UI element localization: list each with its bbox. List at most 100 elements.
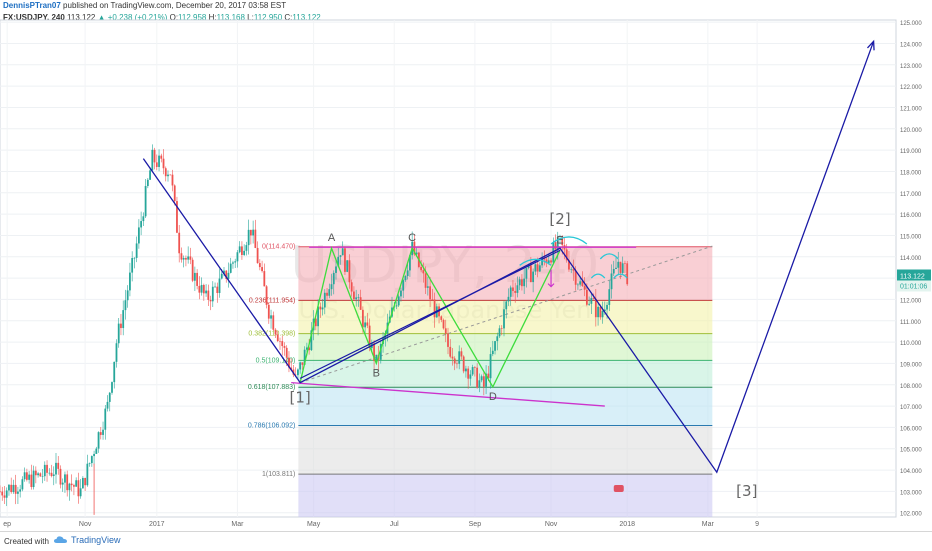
candle-body	[561, 235, 564, 246]
y-tick-label: 102.000	[900, 512, 922, 518]
high-label: H:	[208, 13, 217, 22]
candle-body	[272, 315, 275, 330]
candle-body	[534, 264, 537, 272]
candle-body	[84, 477, 87, 486]
price-chart[interactable]: 102.000 103.000 104.000 105.000 106.000 107.0…	[0, 0, 932, 531]
candle-body	[350, 282, 353, 292]
fib-level-label: 1(103.811)	[262, 471, 295, 478]
x-tick-label: May	[307, 521, 321, 528]
candle-body	[99, 432, 102, 435]
candle-body	[146, 179, 149, 187]
x-tick-label: Nov	[79, 521, 92, 528]
candle-body	[41, 476, 44, 477]
candle-body	[288, 357, 290, 368]
close-value: 113.122	[292, 13, 321, 22]
candle-body	[395, 305, 398, 307]
candle-body	[117, 323, 120, 344]
chart-header: DennisPTran07 published on TradingView.c…	[3, 0, 321, 24]
fib-level-label: 0(114.470)	[262, 244, 295, 251]
wave-label: [2]	[549, 210, 570, 228]
candle-body	[164, 168, 167, 177]
candle-body	[70, 483, 73, 486]
candle-body	[200, 284, 203, 293]
abcde-label: A	[328, 232, 336, 244]
candle-body	[323, 292, 326, 308]
candle-body	[198, 285, 201, 293]
candle-body	[359, 297, 362, 310]
candle-body	[10, 484, 13, 493]
candle-body	[505, 301, 508, 310]
candle-body	[144, 186, 147, 217]
fib-level-label: 0.5(109.140)	[256, 357, 296, 364]
candle-body	[55, 462, 57, 475]
candle-body	[218, 278, 221, 293]
low-label: L:	[247, 13, 254, 22]
candle-body	[469, 374, 472, 379]
candle-body	[606, 304, 608, 310]
fib-zone	[298, 246, 713, 301]
candle-body	[355, 297, 358, 300]
candle-body	[357, 297, 360, 298]
candle-body	[267, 304, 270, 319]
y-tick-label: 114.000	[900, 256, 922, 262]
candle-body	[23, 472, 26, 480]
y-tick-label: 110.000	[900, 341, 922, 347]
y-tick-label: 105.000	[900, 448, 922, 454]
candle-body	[424, 273, 427, 288]
candle-body	[529, 265, 532, 283]
y-tick-label: 115.000	[900, 234, 922, 240]
pattern-arc	[519, 258, 552, 266]
x-tick-label: ep	[3, 521, 11, 528]
candle-body	[238, 246, 241, 253]
candle-body	[151, 149, 154, 171]
candle-body	[536, 264, 539, 272]
candle-body	[406, 270, 409, 277]
candle-body	[5, 490, 8, 498]
candle-body	[191, 259, 194, 281]
candle-body	[61, 482, 64, 485]
candle-body	[149, 170, 151, 180]
candle-body	[368, 325, 371, 349]
candle-body	[211, 286, 214, 302]
tradingview-logo[interactable]: TradingView	[54, 535, 121, 545]
candle-body	[314, 318, 317, 327]
candle-body	[254, 229, 257, 248]
candle-body	[283, 346, 286, 348]
countdown-label: 01:01:06	[900, 283, 927, 290]
candle-body	[120, 323, 122, 329]
candle-body	[319, 306, 322, 310]
author-link[interactable]: DennisPTran07	[3, 1, 61, 10]
abcde-label: D	[489, 391, 497, 403]
wave-label: [1]	[290, 389, 311, 407]
candle-body	[261, 267, 263, 272]
candle-body	[585, 289, 588, 305]
x-tick-label: 2018	[619, 521, 635, 528]
candle-body	[462, 356, 465, 372]
candle-body	[577, 284, 579, 286]
candle-body	[142, 216, 145, 222]
y-tick-label: 118.000	[900, 170, 922, 176]
candle-body	[0, 491, 1, 493]
candle-body	[129, 272, 131, 291]
candle-body	[220, 273, 223, 279]
candle-body	[308, 347, 311, 351]
candle-body	[456, 363, 458, 365]
candle-body	[348, 260, 351, 283]
candle-body	[115, 343, 118, 362]
candle-body	[409, 255, 411, 271]
candle-body	[81, 477, 84, 489]
candle-body	[104, 408, 107, 430]
y-tick-label: 117.000	[900, 192, 922, 198]
candle-body	[341, 248, 344, 256]
candle-body	[290, 367, 293, 370]
y-tick-label: 125.000	[900, 21, 922, 27]
candle-body	[34, 470, 37, 476]
candle-body	[1, 491, 4, 496]
candle-body	[245, 245, 248, 251]
candle-body	[397, 296, 400, 306]
pattern-arc	[550, 236, 588, 245]
candle-body	[225, 270, 228, 279]
candle-body	[516, 285, 519, 293]
candle-body	[303, 349, 306, 365]
candle-body	[135, 243, 138, 258]
